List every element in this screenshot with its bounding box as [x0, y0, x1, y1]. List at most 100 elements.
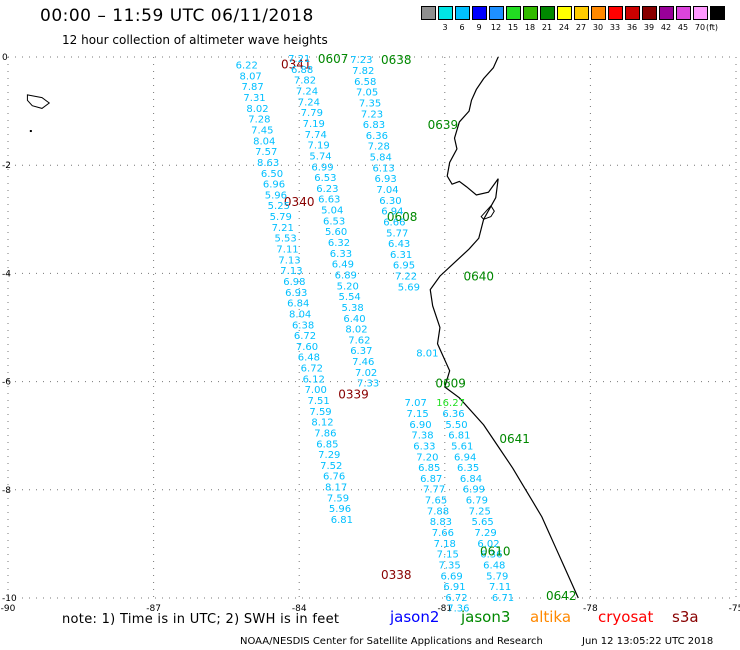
colorbar-label: 9 [476, 23, 482, 32]
swh-value: 7.38 [411, 431, 433, 442]
swh-value: 6.98 [283, 277, 305, 288]
swh-value: 7.79 [301, 108, 323, 119]
swh-value: 5.60 [325, 227, 347, 238]
track-time-label: 0607 [318, 52, 349, 66]
san-cristobal-island [26, 94, 51, 109]
swh-value: 7.18 [434, 539, 456, 550]
swh-value: 6.58 [354, 77, 376, 88]
swh-value: 7.24 [298, 97, 320, 108]
colorbar-swatch [455, 6, 470, 20]
swh-value: 6.85 [418, 463, 440, 474]
swh-value: 7.57 [255, 147, 277, 158]
map-subtitle: 12 hour collection of altimeter wave hei… [62, 33, 328, 47]
track-time-label: 0642 [546, 589, 577, 603]
swh-value: 6.81 [448, 431, 470, 442]
swh-value: 8.04 [289, 309, 311, 320]
swh-value: 6.66 [383, 217, 405, 228]
swh-value: 5.54 [339, 292, 361, 303]
colorbar-swatch [421, 6, 436, 20]
swh-value: 7.36 [447, 604, 469, 615]
swh-value: 6.33 [413, 441, 435, 452]
colorbar-swatch [659, 6, 674, 20]
swh-value: 7.04 [376, 185, 398, 196]
swh-value: 7.52 [320, 461, 342, 472]
swh-value: 7.51 [307, 396, 329, 407]
swh-value: 8.17 [325, 483, 347, 494]
y-tick-label: 0 [2, 53, 8, 63]
colorbar-label: 3 [442, 23, 448, 32]
swh-value: 7.00 [305, 385, 327, 396]
swh-value: 7.62 [348, 335, 370, 346]
colorbar-label: 24 [558, 23, 570, 32]
swh-value: 7.13 [280, 266, 302, 277]
swh-value: 7.46 [352, 357, 374, 368]
colorbar-label: 30 [592, 23, 604, 32]
swh-value: 7.23 [361, 109, 383, 120]
swh-value: 7.77 [423, 485, 445, 496]
swh-value: 7.87 [241, 82, 263, 93]
coastline [429, 56, 579, 599]
swh-value: 6.30 [379, 196, 401, 207]
swh-value: 5.25 [268, 201, 290, 212]
swh-value: 5.61 [451, 441, 473, 452]
swh-value: 5.74 [309, 151, 331, 162]
swh-value: 7.07 [405, 398, 427, 409]
colorbar-label: 36 [626, 23, 638, 32]
colorbar-label: 18 [524, 23, 536, 32]
colorbar-label: 45 [677, 23, 689, 32]
swh-value: 5.79 [486, 571, 508, 582]
swh-value: 16.27 [436, 398, 465, 409]
x-tick-label: -87 [146, 604, 161, 614]
swh-value: 5.04 [321, 206, 343, 217]
swh-value: 7.13 [278, 255, 300, 266]
swh-value: 7.02 [355, 368, 377, 379]
swh-value: 6.33 [330, 249, 352, 260]
swh-value: 7.23 [350, 55, 372, 66]
swh-value: 6.53 [323, 216, 345, 227]
swh-value: 6.69 [440, 571, 462, 582]
swh-value: 5.96 [329, 504, 351, 515]
swh-value: 6.96 [263, 180, 285, 191]
mission-label-jason3: jason3 [461, 608, 511, 626]
swh-value: 6.36 [480, 550, 502, 561]
colorbar-label: 42 [660, 23, 672, 32]
swh-value: 6.88 [291, 65, 313, 76]
swh-value: 6.94 [454, 452, 476, 463]
colorbar-swatch [693, 6, 708, 20]
swh-value: 8.01 [416, 348, 438, 359]
colorbar-swatch [438, 6, 453, 20]
swh-value: 6.72 [445, 593, 467, 604]
swh-value: 7.33 [357, 379, 379, 390]
y-tick-label: -4 [2, 269, 11, 279]
swh-value: 6.35 [457, 463, 479, 474]
mission-label-s3a: s3a [672, 608, 699, 626]
swh-value: 6.38 [292, 320, 314, 331]
swh-value: 7.82 [294, 76, 316, 87]
swh-value: 6.76 [323, 472, 345, 483]
generated-timestamp: Jun 12 13:05:22 UTC 2018 [582, 636, 714, 647]
track-time-label: 0639 [428, 118, 459, 132]
swh-value: 6.84 [287, 299, 309, 310]
x-tick-label: -81 [437, 604, 452, 614]
swh-value: 6.95 [393, 261, 415, 272]
swh-value: 7.05 [356, 88, 378, 99]
swh-value: 6.31 [390, 250, 412, 261]
swh-value: 7.15 [406, 409, 428, 420]
swh-value: 7.19 [303, 119, 325, 130]
swh-value: 7.29 [318, 450, 340, 461]
units-note: note: 1) Time is in UTC; 2) SWH is in fe… [62, 612, 340, 627]
swh-value: 8.12 [311, 418, 333, 429]
swh-value: 7.35 [439, 560, 461, 571]
swh-value: 6.89 [335, 270, 357, 281]
swh-value: 7.60 [296, 342, 318, 353]
swh-value: 7.21 [288, 54, 310, 65]
track-time-label: 0610 [480, 544, 511, 558]
track-time-label: 0638 [381, 53, 412, 67]
swh-value: 6.32 [328, 238, 350, 249]
swh-value: 8.02 [246, 104, 268, 115]
swh-value: 6.99 [311, 162, 333, 173]
colorbar-label: 39 [643, 23, 655, 32]
x-tick-label: -90 [1, 604, 16, 614]
colorbar-swatch [472, 6, 487, 20]
swh-value: 7.25 [469, 506, 491, 517]
